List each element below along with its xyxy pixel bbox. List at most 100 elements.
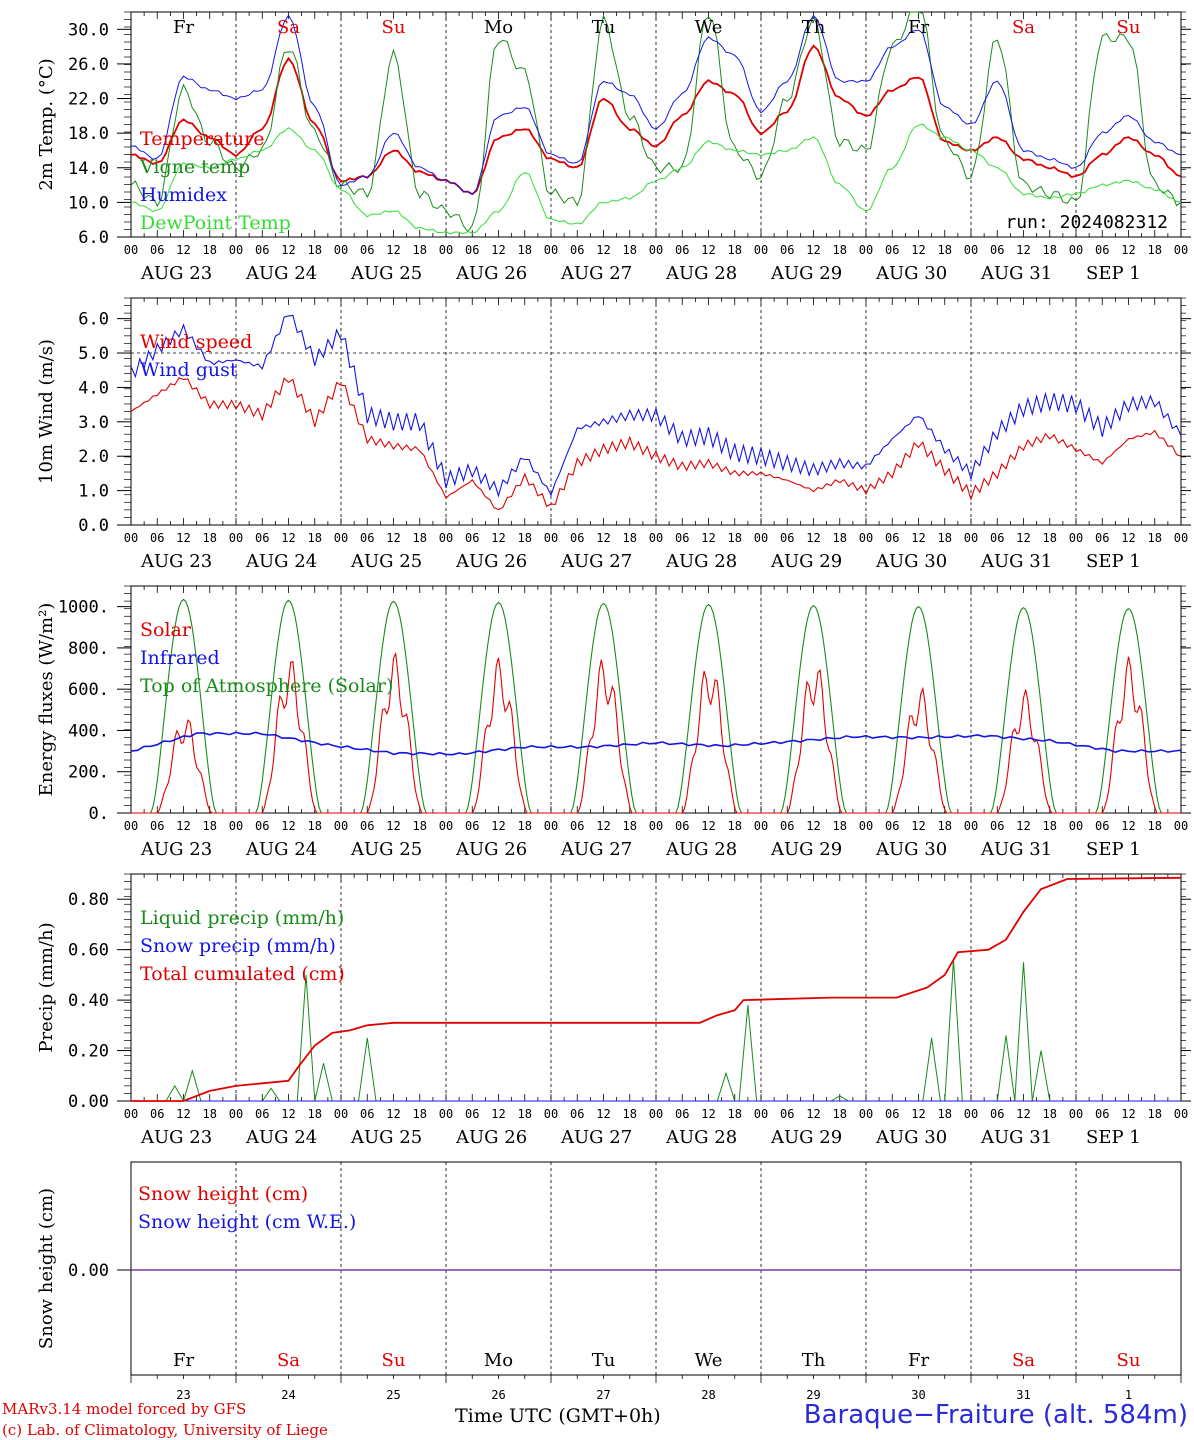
hour-tick-label: 18 [518,1107,532,1121]
y-tick-label: 18.0 [68,124,109,144]
hour-tick-label: 12 [176,1107,190,1121]
hour-tick-label: 18 [308,819,322,833]
hour-tick-label: 06 [570,1107,584,1121]
hour-tick-label: 00 [1069,819,1083,833]
hour-tick-label: 00 [124,243,138,257]
hour-tick-label: 00 [1069,1107,1083,1121]
hour-tick-label: 18 [1148,1107,1162,1121]
y-tick-label: 0.00 [68,1261,109,1281]
date-label: SEP 1 [1086,839,1141,860]
weekday-label: We [695,17,723,38]
hour-tick-label: 06 [675,819,689,833]
hour-tick-label: 12 [1121,531,1135,545]
date-label: AUG 31 [980,1127,1052,1148]
date-label: AUG 31 [980,839,1052,860]
hour-tick-label: 06 [780,1107,794,1121]
hour-tick-label: 00 [229,1107,243,1121]
hour-tick-label: 18 [833,819,847,833]
y-tick-label: 4.0 [78,378,109,398]
y-tick-label: 0.20 [68,1042,109,1062]
hour-tick-label: 06 [570,819,584,833]
y-axis-title: 2m Temp. (°C) [36,58,57,190]
hour-tick-label: 18 [728,1107,742,1121]
hour-tick-label: 06 [675,243,689,257]
hour-tick-label: 06 [885,531,899,545]
hour-tick-label: 12 [701,1107,715,1121]
hour-tick-label: 06 [990,1107,1004,1121]
hour-tick-label: 06 [150,531,164,545]
legend-entry: DewPoint Temp [140,212,291,234]
hour-tick-label: 06 [675,531,689,545]
hour-tick-label: 00 [859,243,873,257]
date-label: AUG 23 [140,263,212,284]
hour-tick-label: 18 [308,243,322,257]
hour-tick-label: 12 [701,819,715,833]
weekday-label: Th [802,17,826,38]
date-label: AUG 27 [560,551,632,572]
panel-frame-0 [130,11,1182,238]
hour-tick-label: 06 [780,243,794,257]
hour-tick-label: 06 [255,1107,269,1121]
hour-tick-label: 06 [885,819,899,833]
series-line-solar [131,651,1181,814]
hour-tick-label: 00 [334,819,348,833]
hour-tick-label: 06 [465,531,479,545]
hour-tick-label: 12 [281,531,295,545]
hour-tick-label: 00 [964,243,978,257]
legend-entry: Infrared [140,647,220,669]
hour-tick-label: 18 [623,243,637,257]
y-tick-label: 14.0 [68,159,109,179]
weekday-label: Tu [592,17,616,38]
day-number-label: 23 [176,1388,190,1402]
hour-tick-label: 00 [439,243,453,257]
legend-entry: Snow height (cm) [138,1183,308,1205]
weekday-label: We [695,1350,723,1371]
hour-tick-label: 18 [203,243,217,257]
hour-tick-label: 12 [596,819,610,833]
date-label: AUG 23 [140,551,212,572]
hour-tick-label: 00 [124,531,138,545]
hour-tick-label: 18 [518,243,532,257]
day-number-label: 28 [701,1388,715,1402]
hour-tick-label: 06 [360,819,374,833]
hour-tick-label: 12 [491,819,505,833]
hour-tick-label: 06 [885,243,899,257]
legend-entry: Snow height (cm W.E.) [138,1211,356,1233]
weekday-label: Tu [592,1350,616,1371]
hour-tick-label: 18 [203,531,217,545]
date-label: AUG 26 [455,839,527,860]
hour-tick-label: 00 [1174,531,1188,545]
hour-tick-label: 00 [229,531,243,545]
weekday-label: Fr [173,1350,194,1371]
y-tick-label: 6.0 [78,310,109,330]
hour-tick-label: 18 [203,1107,217,1121]
series-line-temperature [130,44,1182,196]
date-label: AUG 26 [455,551,527,572]
day-number-label: 1 [1125,1388,1132,1402]
hour-tick-label: 12 [806,531,820,545]
hour-tick-label: 06 [465,1107,479,1121]
hour-tick-label: 12 [176,819,190,833]
hour-tick-label: 18 [308,1107,322,1121]
y-tick-label: 22.0 [68,90,109,110]
date-label: AUG 25 [350,839,422,860]
weekday-label: Mo [484,17,513,38]
hour-tick-label: 06 [255,243,269,257]
hour-tick-label: 12 [596,1107,610,1121]
hour-tick-label: 06 [885,1107,899,1121]
date-label: SEP 1 [1086,263,1141,284]
y-tick-label: 5.0 [78,344,109,364]
hour-tick-label: 00 [859,819,873,833]
hour-tick-label: 18 [308,531,322,545]
weekday-label: Sa [1012,1350,1035,1371]
hour-tick-label: 12 [1016,243,1030,257]
date-label: AUG 25 [350,263,422,284]
date-label: AUG 30 [875,1127,947,1148]
y-tick-label: 2.0 [78,447,109,467]
date-label: AUG 30 [875,263,947,284]
y-tick-label: 3.0 [78,413,109,433]
hour-tick-label: 00 [229,819,243,833]
date-label: AUG 26 [455,263,527,284]
hour-tick-label: 06 [465,819,479,833]
hour-tick-label: 18 [518,531,532,545]
